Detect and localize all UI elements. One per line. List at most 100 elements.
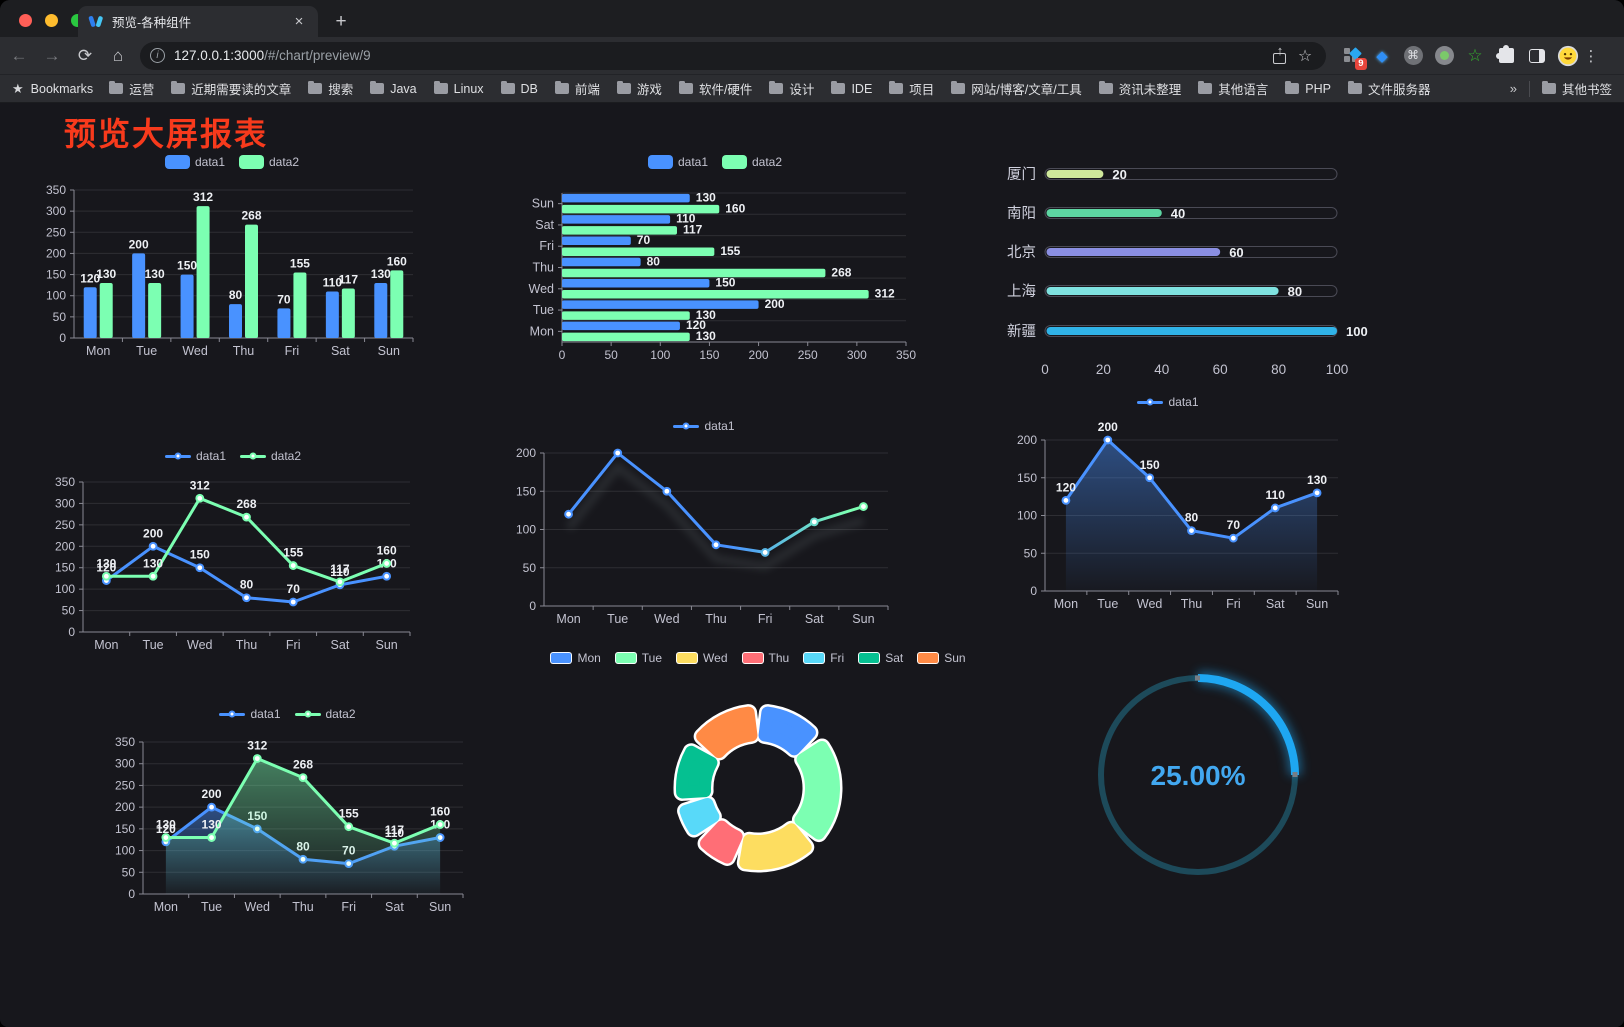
reload-icon[interactable]: ⟳ — [77, 45, 93, 65]
legend-item[interactable]: Sat — [858, 651, 903, 665]
svg-text:Wed: Wed — [1137, 597, 1163, 609]
bookmarks-label[interactable]: Bookmarks — [30, 81, 94, 96]
legend-item[interactable]: data1 — [164, 155, 225, 169]
legend-item[interactable]: Mon — [550, 651, 601, 665]
legend-item[interactable]: data2 — [722, 155, 782, 169]
tab-close-icon[interactable]: × — [294, 12, 304, 30]
legend-marker — [722, 155, 747, 169]
legend-marker — [647, 155, 673, 169]
chart-legend: data1 data2 — [44, 449, 422, 463]
back-icon[interactable]: ← — [10, 45, 28, 65]
chart-legend: data1 data2 — [503, 155, 927, 169]
chart-gradient-line: 0 50 100 150 200 Mon Tue Wed Thu Fri Sat Sun data1 — [506, 397, 902, 627]
legend-item[interactable]: Wed — [676, 651, 728, 665]
extension-star-icon[interactable]: ☆ — [1467, 45, 1483, 65]
bookmark-folder[interactable]: 文件服务器 — [1347, 79, 1430, 98]
bookmarks-star-icon[interactable]: ★ — [12, 80, 24, 96]
legend-item[interactable]: data1 — [673, 419, 735, 433]
legend-item[interactable]: Tue — [614, 651, 662, 665]
chart-grouped-bar: 0 50 100 150 200 250 300 350 Mon Tue Wed Thu Fri Sat S… — [38, 145, 426, 367]
extensions-puzzle-icon[interactable] — [1495, 44, 1517, 68]
address-bar[interactable]: i 127.0.0.1:3000/#/chart/preview/9 ↑ ☆ — [140, 41, 1326, 70]
svg-text:117: 117 — [339, 273, 359, 287]
forward-icon[interactable]: → — [43, 45, 61, 65]
svg-text:100: 100 — [1326, 362, 1349, 377]
bookmark-folder[interactable]: 项目 — [889, 79, 934, 98]
bookmark-folder[interactable]: 资讯未整理 — [1098, 79, 1181, 98]
bookmark-folder[interactable]: 运营 — [109, 79, 154, 98]
close-window-button[interactable] — [19, 14, 32, 27]
other-bookmarks-folder[interactable]: 其他书签 — [1541, 79, 1612, 98]
svg-text:160: 160 — [377, 543, 397, 557]
chart-line-two-series: 0 50 100 150 200 250 300 350 Mon Tue Wed Thu Fri Sat S… — [44, 423, 422, 655]
legend-item[interactable]: Sun — [917, 651, 966, 665]
svg-text:200: 200 — [115, 800, 135, 814]
bookmark-folder[interactable]: 软件/硬件 — [678, 79, 752, 98]
bookmark-star-icon[interactable]: ☆ — [1297, 47, 1313, 65]
svg-text:60: 60 — [1213, 362, 1228, 377]
legend-item[interactable]: data2 — [240, 449, 301, 463]
svg-text:130: 130 — [696, 190, 716, 204]
new-tab-button[interactable]: + — [335, 11, 347, 32]
extension-gem-icon[interactable]: ◆ — [1376, 47, 1388, 65]
bookmark-folder[interactable]: Java — [370, 80, 417, 96]
site-info-icon[interactable]: i — [150, 48, 165, 63]
extension-command-icon[interactable]: ⌘ — [1402, 44, 1424, 68]
legend-item[interactable]: data1 — [1137, 395, 1199, 409]
svg-text:312: 312 — [193, 190, 213, 204]
legend-item[interactable]: data1 — [164, 449, 226, 463]
legend-item[interactable]: data2 — [239, 155, 299, 169]
url-text[interactable]: 127.0.0.1:3000/#/chart/preview/9 — [174, 48, 1266, 63]
svg-text:Sun: Sun — [429, 900, 451, 913]
bookmark-folder[interactable]: 游戏 — [616, 79, 662, 98]
extension-record-icon[interactable] — [1433, 44, 1455, 68]
bookmark-folder[interactable]: 近期需要读的文章 — [171, 79, 291, 98]
svg-text:250: 250 — [46, 225, 66, 239]
side-panel-icon[interactable] — [1526, 44, 1548, 68]
minimize-window-button[interactable] — [45, 14, 58, 27]
bookmark-folder[interactable]: Linux — [433, 80, 484, 96]
svg-text:Sat: Sat — [535, 218, 554, 232]
profile-avatar[interactable] — [1557, 44, 1579, 68]
legend-item[interactable]: data2 — [294, 707, 356, 721]
svg-text:150: 150 — [115, 822, 135, 836]
bookmarks-right: » 其他书签 — [1510, 79, 1612, 98]
svg-text:Thu: Thu — [292, 900, 314, 913]
svg-text:Mon: Mon — [86, 344, 110, 358]
extension-grid-icon[interactable]: 9 — [1340, 44, 1367, 70]
chart-area-line: 0 50 100 150 200 Mon Tue Wed Thu Fri Sat Sun 120 200 1… — [986, 387, 1350, 609]
bookmarks-overflow-icon[interactable]: » — [1509, 81, 1517, 96]
share-icon[interactable]: ↑ — [1270, 43, 1290, 66]
bookmark-folder[interactable]: 网站/博客/文章/工具 — [951, 79, 1082, 98]
bookmark-folder[interactable]: 设计 — [769, 79, 814, 98]
svg-text:312: 312 — [875, 287, 895, 301]
svg-text:Tue: Tue — [607, 612, 628, 626]
bookmark-folder[interactable]: IDE — [831, 80, 872, 96]
folder-icon — [308, 80, 323, 94]
bookmark-folder[interactable]: DB — [500, 80, 538, 96]
svg-text:155: 155 — [720, 244, 740, 258]
browser-menu-icon[interactable]: ⋮ — [1583, 47, 1599, 65]
extensions-row: 9 ◆ ⌘ ☆ — [1340, 44, 1579, 70]
bookmark-folder[interactable]: 其他语言 — [1198, 79, 1268, 98]
svg-text:Wed: Wed — [245, 900, 271, 913]
folder-icon — [769, 80, 784, 94]
browser-tab[interactable]: 预览-各种组件 × — [78, 6, 318, 37]
svg-text:40: 40 — [1154, 362, 1169, 377]
svg-text:150: 150 — [516, 484, 536, 498]
svg-text:268: 268 — [293, 758, 313, 772]
bookmarks-divider — [1528, 80, 1530, 97]
svg-text:Wed: Wed — [187, 638, 213, 652]
folder-icon — [1098, 80, 1113, 94]
bookmark-folder[interactable]: PHP — [1285, 80, 1331, 96]
svg-text:50: 50 — [62, 604, 76, 618]
home-icon[interactable]: ⌂ — [112, 45, 124, 65]
bookmark-folder[interactable]: 搜索 — [308, 79, 353, 98]
bookmark-folder[interactable]: 前端 — [554, 79, 600, 98]
legend-item[interactable]: data1 — [647, 155, 708, 169]
svg-text:100: 100 — [46, 289, 66, 303]
folder-icon — [500, 80, 515, 94]
legend-item[interactable]: Fri — [803, 651, 844, 665]
legend-item[interactable]: Thu — [741, 651, 789, 665]
legend-item[interactable]: data1 — [219, 707, 281, 721]
